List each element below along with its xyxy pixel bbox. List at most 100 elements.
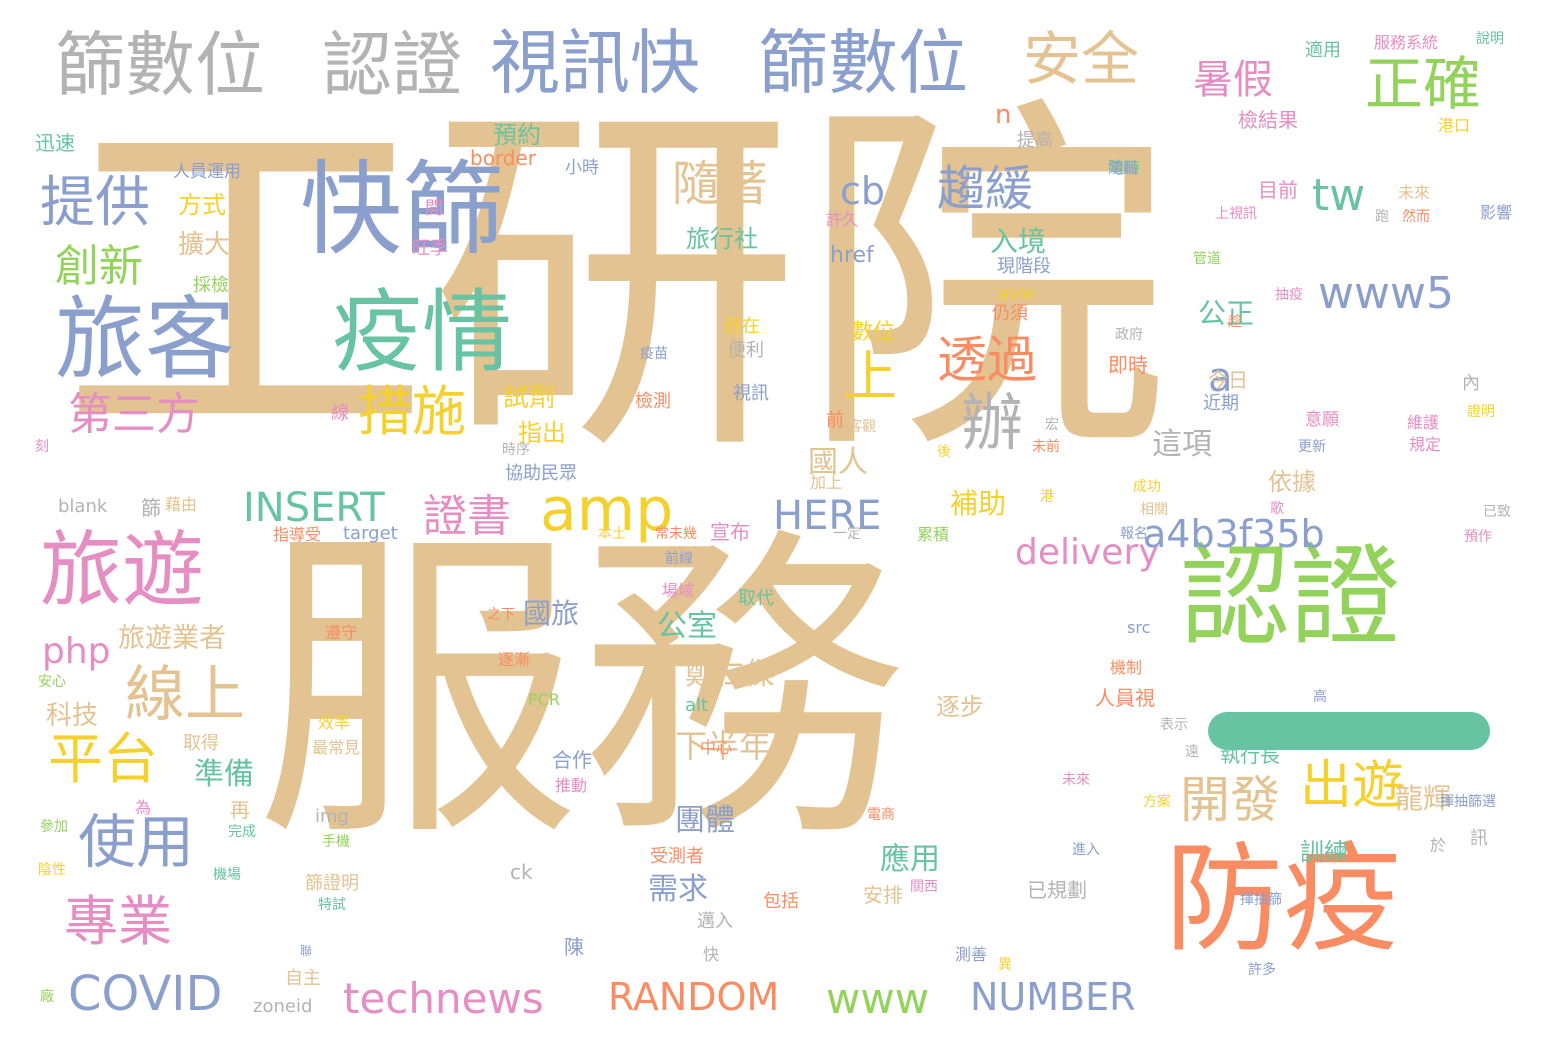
cloud-word-w78: 迅速 xyxy=(35,131,75,155)
cloud-word-w61: 訓練 xyxy=(1300,838,1348,866)
cloud-word-w69: 擴大 xyxy=(178,230,231,260)
cloud-word-w24: 辦 xyxy=(961,386,1024,459)
cloud-word-w138: 高 xyxy=(1313,689,1327,705)
cloud-word-w119: 指導受 xyxy=(273,525,322,544)
cloud-word-w157: 陰性 xyxy=(38,862,66,878)
cloud-word-w08: 疫情 xyxy=(332,280,512,385)
cloud-word-w165: 進入 xyxy=(1072,842,1100,858)
cloud-word-w130: 場域 xyxy=(662,581,695,600)
cloud-word-w70: 試劑 xyxy=(503,383,556,413)
cloud-word-w186: 趁 xyxy=(1228,314,1242,330)
cloud-word-w48: 科技 xyxy=(46,701,99,731)
cloud-word-w03: 認證 xyxy=(1180,533,1400,661)
cloud-word-w113: 協助民眾 xyxy=(505,463,577,484)
cloud-word-w145: 效率 xyxy=(318,713,351,732)
cloud-word-w143: 中心 xyxy=(700,738,733,757)
cloud-word-w32: RANDOM xyxy=(608,975,780,1019)
cloud-word-w49: 準備 xyxy=(194,757,254,792)
cloud-word-w179: 未來 xyxy=(1062,772,1090,788)
cloud-word-w149: 再 xyxy=(230,798,250,822)
cloud-word-w136: src xyxy=(1127,618,1151,637)
cloud-word-w133: 逐漸 xyxy=(498,650,531,669)
cloud-word-w98: 檢測 xyxy=(635,391,671,412)
cloud-word-w54: 團體 xyxy=(675,803,735,838)
cloud-word-w106: 維護 xyxy=(1407,413,1440,432)
cloud-word-w142: 執行長 xyxy=(1220,743,1280,767)
cloud-word-w117: 篩 xyxy=(141,496,161,520)
cloud-word-w46: php xyxy=(42,631,111,672)
cloud-word-w87: 開 xyxy=(425,198,443,219)
cloud-word-w102: 客觀 xyxy=(848,419,876,435)
cloud-dash-glyph xyxy=(1208,712,1490,750)
cloud-word-w177: 揮抽篩選 xyxy=(1440,794,1496,810)
cloud-word-w97: 疫苗 xyxy=(640,346,668,362)
cloud-word-w33: www xyxy=(826,974,930,1023)
cloud-word-w174: 訊 xyxy=(1470,828,1488,849)
cloud-word-w52: 鄭仁傑 xyxy=(685,657,775,692)
cloud-word-w88: 隨時 xyxy=(1108,158,1141,177)
cloud-word-w115: 時序 xyxy=(502,442,530,458)
cloud-word-w162: 包括 xyxy=(763,891,799,912)
cloud-word-w45: a xyxy=(1208,355,1233,401)
cloud-word-w137: 機制 xyxy=(1110,658,1143,677)
cloud-word-w191: 更新 xyxy=(1298,439,1326,455)
cloud-word-w86: 旺季 xyxy=(412,238,448,259)
cloud-word-w10: 認證 xyxy=(322,24,462,106)
cloud-word-w66: 旅行社 xyxy=(686,225,758,253)
cloud-word-w84: 未來 xyxy=(1398,183,1431,202)
cloud-word-w100: 線 xyxy=(331,403,349,424)
cloud-word-w02: 服務 xyxy=(255,501,905,880)
cloud-word-w38: INSERT xyxy=(243,485,385,531)
cloud-word-w44: cb xyxy=(840,169,886,213)
cloud-word-w192: 歌 xyxy=(1270,501,1284,517)
cloud-word-w30: COVID xyxy=(68,966,223,1022)
cloud-word-w72: 宣布 xyxy=(710,520,750,544)
cloud-word-w41: a4b3f35b xyxy=(1143,512,1325,556)
cloud-word-w140: 人員視 xyxy=(1095,686,1155,710)
cloud-word-w154: 手機 xyxy=(322,834,350,850)
cloud-word-w184: 管道 xyxy=(1193,251,1221,267)
cloud-word-w09: 篩數位 xyxy=(55,24,265,106)
cloud-word-w180: 遠 xyxy=(1185,744,1199,760)
cloud-word-w123: 一定 xyxy=(833,526,861,542)
cloud-word-w26: 線上 xyxy=(125,660,245,730)
cloud-word-w144: 取得 xyxy=(183,733,219,754)
cloud-word-w164: 已規劃 xyxy=(1027,878,1087,902)
cloud-word-w96: 趕在 xyxy=(724,316,760,337)
cloud-word-w77: 說明 xyxy=(1476,31,1504,47)
cloud-word-w124: 累積 xyxy=(917,525,950,544)
cloud-word-w197: n xyxy=(995,100,1012,130)
cloud-word-w167: 陳 xyxy=(564,935,584,959)
cloud-word-w19: 措施 xyxy=(358,380,466,443)
cloud-word-w65: 入境 xyxy=(990,225,1047,258)
cloud-word-w194: 電商 xyxy=(867,807,895,823)
cloud-word-w188: 前線 xyxy=(665,551,693,567)
cloud-word-w92: 仍須 xyxy=(992,303,1028,324)
cloud-word-w55: 應用 xyxy=(880,842,940,877)
cloud-word-w53: 下半年 xyxy=(675,727,772,765)
cloud-word-w13: 安全 xyxy=(1023,25,1140,93)
cloud-word-w63: 國人 xyxy=(808,445,868,480)
cloud-word-w160: 受測者 xyxy=(650,846,704,867)
cloud-word-w196: 港 xyxy=(1040,489,1054,505)
cloud-word-w129: 取代 xyxy=(738,588,774,609)
cloud-word-w139: alt xyxy=(685,695,709,716)
cloud-word-w141: 表示 xyxy=(1160,717,1188,733)
cloud-word-w200: 然而 xyxy=(1402,209,1430,225)
cloud-word-w71: 指出 xyxy=(518,419,566,447)
cloud-word-w37: 證書 xyxy=(423,491,511,542)
cloud-word-w89: 許久 xyxy=(826,210,859,229)
cloud-word-w170: 測善 xyxy=(955,945,988,964)
cloud-word-w27: 平台 xyxy=(48,727,159,791)
cloud-word-w16: 提供 xyxy=(40,170,151,234)
cloud-word-w183: 上視訊 xyxy=(1215,206,1257,222)
cloud-word-w85: 影響 xyxy=(1480,203,1513,222)
cloud-word-w172: 廠 xyxy=(40,989,54,1005)
cloud-word-w105: 意願 xyxy=(1305,410,1339,430)
cloud-word-w114: 加上 xyxy=(810,473,843,492)
cloud-word-w22: 趨緩 xyxy=(937,161,1034,217)
cloud-word-w187: 採檢 xyxy=(193,275,229,296)
cloud-word-w17: 創新 xyxy=(55,241,143,292)
cloud-word-w120: target xyxy=(343,523,398,544)
